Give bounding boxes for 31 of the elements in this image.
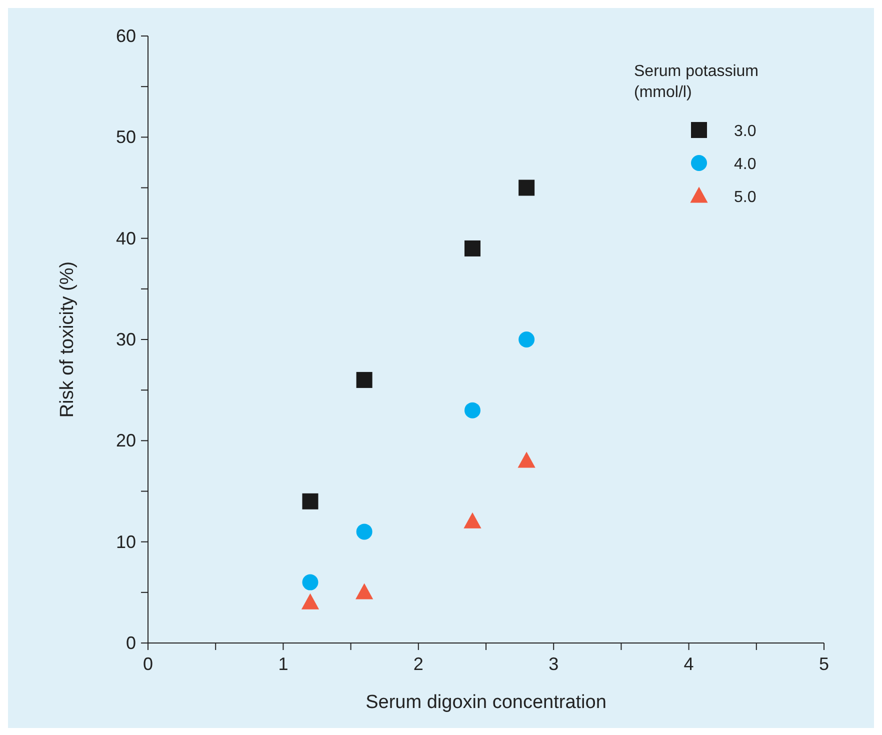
x-tick-label: 1 [278, 654, 288, 674]
x-tick-label: 3 [548, 654, 559, 674]
point [356, 524, 372, 540]
point [464, 512, 482, 528]
x-tick-label: 5 [818, 654, 830, 674]
legend-label: 5.0 [734, 189, 756, 206]
y-axis-title: Risk of toxicity (%) [57, 261, 78, 418]
y-tick-label: 10 [116, 532, 136, 552]
y-tick-label: 0 [126, 633, 136, 653]
legend-label: 3.0 [734, 123, 756, 140]
point [302, 574, 318, 590]
y-tick-label: 30 [116, 330, 136, 350]
x-tick-label: 2 [413, 654, 424, 674]
point [464, 240, 480, 256]
y-tick-label: 50 [116, 127, 136, 148]
point [464, 402, 480, 418]
point [356, 372, 372, 388]
y-tick-label: 40 [116, 228, 136, 248]
x-tick-label: 4 [684, 654, 694, 674]
x-tick-label: 0 [142, 654, 154, 674]
legend-title: Serum potassium (mmol/l) [634, 63, 758, 101]
point [301, 593, 320, 610]
point [356, 583, 374, 600]
x-axis-title: Serum digoxin concentration [366, 692, 606, 713]
point [518, 452, 536, 468]
y-tick-label: 20 [116, 430, 136, 451]
legend-label: 4.0 [734, 156, 756, 173]
y-tick-label: 60 [116, 26, 136, 46]
point [302, 493, 318, 510]
point [518, 332, 535, 348]
point [518, 180, 535, 196]
